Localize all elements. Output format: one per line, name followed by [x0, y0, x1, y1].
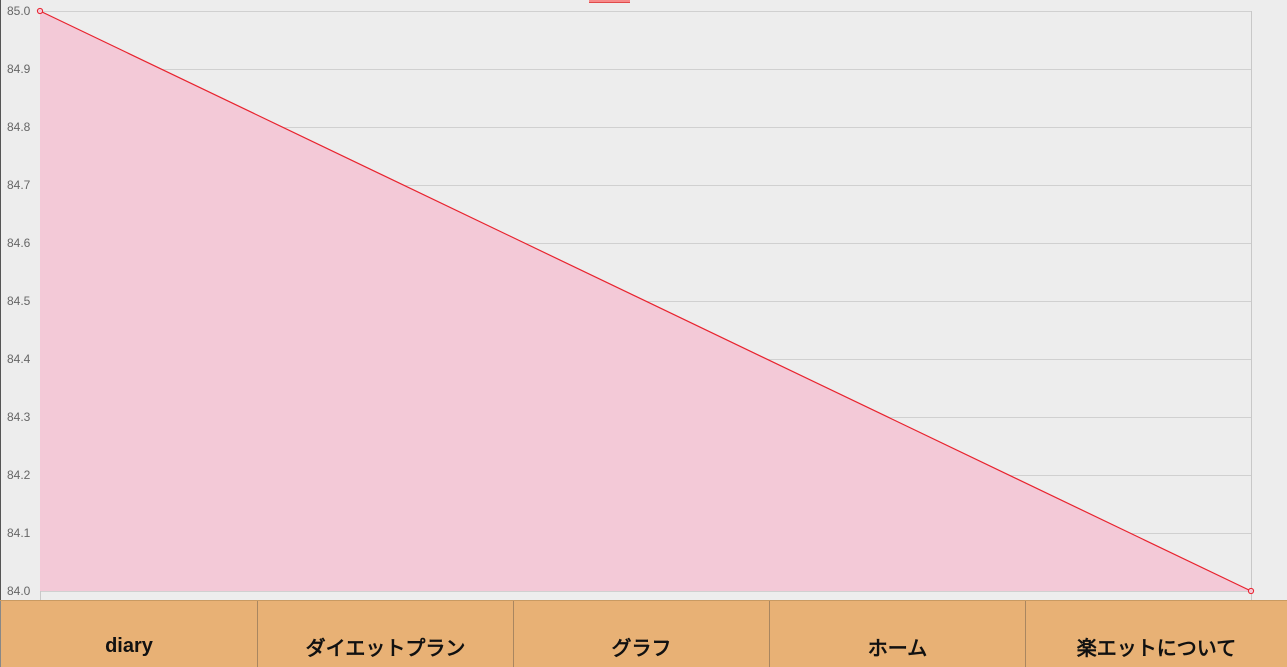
- y-tick-label: 84.9: [7, 62, 31, 76]
- y-tick-label: 84.3: [7, 410, 31, 424]
- y-tick-label: 84.6: [7, 236, 31, 250]
- weight-chart: 85.0 84.9 84.8 84.7 84.6 84.5 84.4 84.3 84.2 84.1…: [0, 0, 1255, 600]
- series-line: [39, 10, 1252, 592]
- chart-left-border: [0, 0, 1, 600]
- nav-item-diet-plan[interactable]: ダイエットプラン: [257, 601, 513, 667]
- bottom-navigation: diary ダイエットプラン グラフ ホーム 楽エットについて: [0, 600, 1287, 667]
- y-tick-label: 84.0: [7, 584, 31, 598]
- chart-series-area: [39, 10, 1252, 592]
- nav-label-diary: diary: [105, 635, 153, 657]
- chart-canvas: 85.0 84.9 84.8 84.7 84.6 84.5 84.4 84.3 84.2 84.1…: [7, 4, 1255, 600]
- nav-label-home: ホーム: [867, 638, 928, 660]
- y-tick-label: 84.2: [7, 468, 31, 482]
- nav-item-diary[interactable]: diary: [0, 601, 257, 667]
- nav-label-about: 楽エットについて: [1076, 638, 1237, 660]
- y-axis: 85.0 84.9 84.8 84.7 84.6 84.5 84.4 84.3 84.2 84.1…: [7, 4, 31, 598]
- nav-item-home[interactable]: ホーム: [769, 601, 1025, 667]
- y-tick-label: 84.1: [7, 526, 31, 540]
- nav-label-diet-plan: ダイエットプラン: [305, 638, 466, 660]
- nav-label-graph: グラフ: [611, 638, 672, 660]
- data-point: [36, 7, 44, 15]
- y-tick-label: 84.8: [7, 120, 31, 134]
- data-point: [1247, 587, 1255, 595]
- nav-item-graph[interactable]: グラフ: [513, 601, 769, 667]
- legend-swatch[interactable]: [589, 0, 630, 3]
- y-tick-label: 85.0: [7, 4, 31, 18]
- chart-points: [36, 7, 1255, 595]
- y-tick-label: 84.5: [7, 294, 31, 308]
- nav-item-about[interactable]: 楽エットについて: [1025, 601, 1287, 667]
- y-tick-label: 84.4: [7, 352, 31, 366]
- y-tick-label: 84.7: [7, 178, 31, 192]
